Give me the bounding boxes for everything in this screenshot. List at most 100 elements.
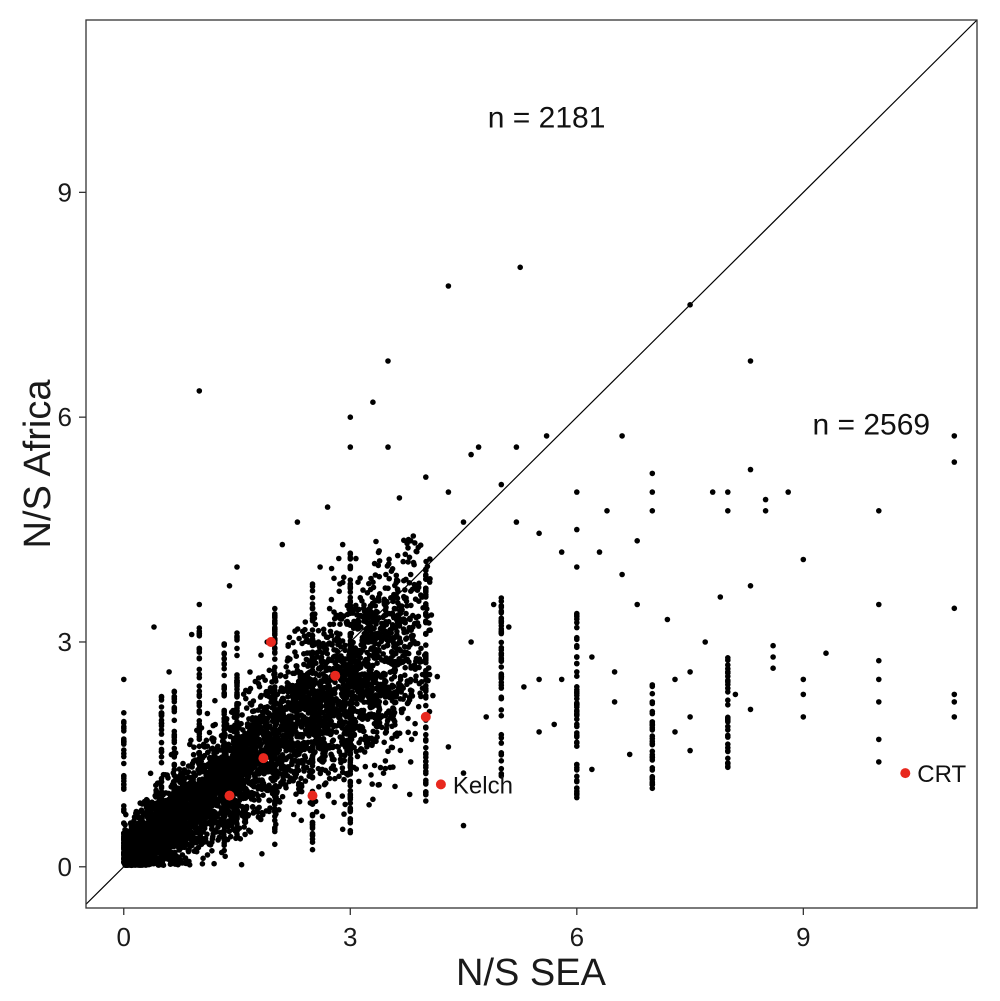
data-point (228, 709, 235, 715)
data-point (228, 779, 234, 785)
data-point (227, 733, 233, 740)
data-point (226, 773, 232, 779)
data-point (301, 661, 307, 668)
data-point (387, 710, 393, 716)
data-point (234, 711, 240, 718)
data-point (266, 797, 273, 804)
data-point (319, 687, 326, 694)
data-point (203, 737, 210, 744)
data-point (353, 555, 359, 562)
data-point (196, 718, 203, 724)
data-point (388, 628, 394, 634)
data-point (221, 804, 227, 811)
data-point (395, 620, 401, 627)
data-point (413, 673, 419, 679)
data-point (229, 724, 236, 731)
data-point (285, 689, 291, 695)
data-point (339, 735, 346, 742)
data-point (121, 760, 127, 767)
data-point (282, 714, 289, 721)
data-point (389, 668, 396, 675)
data-point (408, 627, 414, 633)
data-point (221, 777, 227, 784)
data-point (391, 718, 398, 725)
data-point (401, 593, 407, 600)
data-point (252, 762, 258, 768)
data-point (365, 625, 372, 631)
data-point (404, 700, 411, 707)
data-point (247, 767, 253, 774)
data-point (187, 792, 193, 799)
data-point (251, 783, 257, 790)
data-point (404, 635, 410, 641)
data-point (285, 681, 292, 687)
data-point (121, 820, 127, 826)
data-point (357, 594, 364, 601)
data-point (247, 727, 254, 733)
data-point (418, 645, 424, 652)
data-point (302, 619, 309, 625)
data-point (234, 828, 240, 834)
data-point (267, 685, 274, 691)
data-point (340, 579, 346, 586)
data-point (391, 641, 397, 648)
data-point (160, 850, 167, 856)
data-point (121, 753, 127, 760)
data-point (253, 770, 259, 777)
data-point (186, 862, 193, 868)
data-point (303, 740, 309, 747)
data-point (296, 635, 302, 642)
data-point (221, 771, 227, 777)
data-point (196, 733, 203, 740)
data-point (352, 693, 358, 700)
data-point (405, 729, 412, 736)
data-point (354, 612, 361, 618)
data-point (325, 791, 332, 798)
data-point (361, 749, 368, 755)
data-point (361, 602, 367, 608)
data-point (221, 661, 227, 668)
data-point (374, 670, 381, 677)
data-point (121, 842, 127, 848)
data-point (243, 695, 249, 702)
data-point (340, 681, 347, 687)
data-point (353, 658, 360, 664)
data-point (285, 693, 291, 700)
data-point (258, 652, 264, 658)
data-point (397, 638, 404, 645)
data-point (196, 709, 203, 715)
data-point (356, 619, 362, 625)
data-point (240, 727, 246, 733)
data-point (134, 831, 141, 838)
data-point (390, 683, 397, 690)
data-point (411, 620, 418, 627)
data-point (222, 853, 228, 860)
data-point (196, 666, 203, 673)
data-point (252, 717, 259, 724)
data-point (325, 641, 332, 647)
data-point (402, 692, 408, 699)
data-point (196, 755, 203, 762)
data-point (196, 749, 203, 756)
data-point (410, 559, 417, 566)
data-point (190, 834, 196, 840)
data-point (255, 786, 261, 792)
data-point (240, 691, 247, 697)
data-point (377, 684, 384, 691)
data-point (158, 727, 165, 733)
data-point (204, 749, 211, 756)
data-point (319, 730, 326, 737)
data-point (146, 832, 153, 839)
data-point (412, 596, 419, 602)
data-point (221, 749, 227, 756)
data-point (264, 747, 271, 753)
data-point (402, 551, 409, 558)
data-point (382, 758, 389, 764)
data-point (249, 804, 256, 810)
data-point (317, 721, 323, 727)
data-point (221, 693, 227, 699)
data-point (277, 741, 284, 747)
data-point (339, 655, 346, 662)
data-point (189, 809, 195, 816)
data-point (171, 749, 178, 756)
